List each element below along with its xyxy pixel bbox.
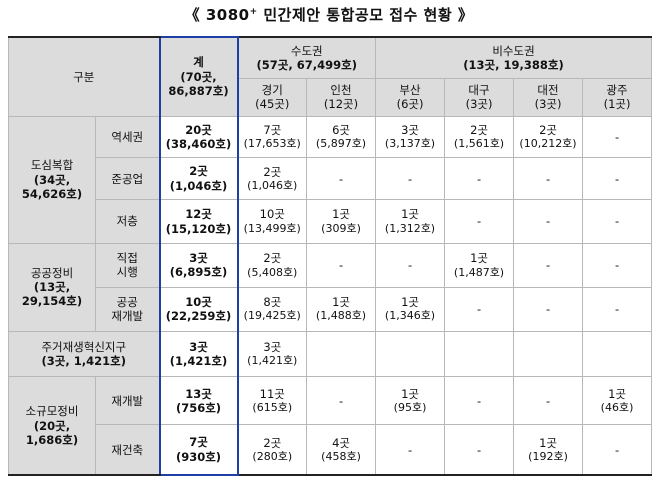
row-label: 재건축 — [94, 424, 161, 477]
table-cell: - — [513, 199, 584, 244]
table-cell: - — [582, 242, 653, 288]
header-region-daejeon: 대전 (3곳) — [513, 78, 584, 117]
row-total: 12곳 (15,120호) — [158, 199, 239, 244]
row-total: 3곳 (1,421호) — [158, 330, 239, 378]
table-row: 저층 12곳 (15,120호) 10곳 (13,499호) 1곳 (309호) 1곳… — [9, 199, 653, 244]
table-cell: 4곳 (458호) — [306, 424, 377, 477]
table-cell: 1곳 (1,312호) — [375, 199, 446, 244]
header-region-incheon: 인천 (12곳) — [306, 78, 377, 117]
row-label: 저층 — [94, 199, 161, 244]
table-cell: - — [513, 157, 584, 201]
row-label: 직접 시행 — [94, 242, 161, 288]
row-label: 재개발 — [94, 376, 161, 426]
table-cell — [375, 330, 446, 378]
table-cell: - — [582, 286, 653, 332]
table-cell: - — [444, 286, 515, 332]
table-cell: 1곳 (1,346호) — [375, 286, 446, 332]
table-cell: 1곳 (1,488호) — [306, 286, 377, 332]
group-residential: 주거재생혁신지구 (3곳, 1,421호) — [7, 330, 161, 378]
header-category: 구분 — [7, 35, 161, 117]
table-cell: 1곳 (309호) — [306, 199, 377, 244]
table-cell: 11곳 (615호) — [237, 376, 308, 426]
table-cell: 3곳 (3,137호) — [375, 115, 446, 159]
table-cell: 2곳 (1,561호) — [444, 115, 515, 159]
table-cell: - — [375, 157, 446, 201]
group-public: 공공정비 (13곳, 29,154호) — [8, 242, 96, 332]
header-region-daegu: 대구 (3곳) — [444, 78, 515, 117]
table-cell: 1곳 (1,487호) — [444, 242, 515, 288]
table-cell: 1곳 (46호) — [582, 376, 653, 426]
table-cell: - — [513, 242, 584, 288]
table-row: 공공정비 (13곳, 29,154호) 직접 시행 3곳 (6,895호) 2곳 (5… — [8, 242, 653, 332]
table-cell: - — [582, 199, 653, 244]
table-cell: 3곳 (1,421호) — [237, 330, 308, 378]
table-cell: 2곳 (5,408호) — [237, 242, 308, 288]
header-noncapital: 비수도권 (13곳, 19,388호) — [375, 36, 653, 80]
header-region-gwangju: 광주 (1곳) — [582, 78, 653, 117]
group-urban: 도심복합 (34곳, 54,626호) — [8, 115, 96, 244]
table-cell: 2곳 (280호) — [237, 424, 308, 477]
row-label: 공공 재개발 — [94, 286, 161, 332]
table-cell: - — [582, 115, 653, 159]
header-region-gyeonggi: 경기 (45곳) — [237, 78, 308, 117]
row-label: 역세권 — [94, 115, 161, 159]
table-cell: 8곳 (19,425호) — [237, 286, 308, 332]
row-total: 20곳 (38,460호) — [158, 115, 239, 159]
table-cell: - — [444, 376, 515, 426]
table-cell: 10곳 (13,499호) — [237, 199, 308, 244]
table-cell: - — [375, 242, 446, 288]
table-row: 공공 재개발 10곳 (22,259호) 8곳 (19,425호) 1곳 (1,488호… — [9, 286, 653, 332]
table-cell: - — [306, 157, 377, 201]
table-row: 재건축 7곳 (930호) 2곳 (280호) 4곳 (458호) - - 1곳 (19… — [9, 424, 653, 477]
table-cell: - — [444, 157, 515, 201]
table-cell: - — [306, 242, 377, 288]
table-cell — [513, 330, 584, 378]
group-small: 소규모정비 (20곳, 1,686호) — [8, 376, 96, 477]
row-label: 준공업 — [94, 157, 161, 201]
table-cell: - — [513, 376, 584, 426]
table-cell: 1곳 (192호) — [513, 424, 584, 477]
row-total: 10곳 (22,259호) — [158, 286, 239, 332]
table-cell: - — [306, 376, 377, 426]
table-cell: 7곳 (17,653호) — [237, 115, 308, 159]
table-cell — [582, 330, 653, 378]
table-cell: 6곳 (5,897호) — [306, 115, 377, 159]
table-cell: 2곳 (1,046호) — [237, 157, 308, 201]
table-row: 준공업 2곳 (1,046호) 2곳 (1,046호) - - - - - — [9, 157, 653, 201]
table-cell — [444, 330, 515, 378]
table-cell: - — [582, 157, 653, 201]
table-cell: - — [513, 286, 584, 332]
row-total: 3곳 (6,895호) — [158, 242, 239, 288]
header-total: 계 (70곳, 86,887호) — [158, 35, 239, 117]
table-row: 소규모정비 (20곳, 1,686호) 재개발 13곳 (756호) 11곳 (61… — [8, 376, 653, 477]
status-table: 구분 계 (70곳, 86,887호) 수도권 (57곳, 67,499호) 비… — [7, 35, 653, 477]
row-total: 7곳 (930호) — [158, 424, 239, 477]
table-row: 주거재생혁신지구 (3곳, 1,421호) 3곳 (1,421호) 3곳 (1,42… — [7, 330, 653, 378]
table-row: 도심복합 (34곳, 54,626호) 역세권 20곳 (38,460호) 7곳(… — [8, 115, 653, 244]
row-total: 13곳 (756호) — [158, 376, 239, 426]
table-cell: 2곳 (10,212호) — [513, 115, 584, 159]
page-title: 《 3080+ 민간제안 통합공모 접수 현황 》 — [184, 6, 474, 24]
header-region-busan: 부산 (6곳) — [375, 78, 446, 117]
table-cell: - — [375, 424, 446, 477]
table-cell: 1곳 (95호) — [375, 376, 446, 426]
table-cell: - — [444, 424, 515, 477]
table-cell: - — [582, 424, 653, 477]
row-total: 2곳 (1,046호) — [158, 157, 239, 201]
table-cell: - — [444, 199, 515, 244]
table-cell — [306, 330, 377, 378]
header-capital: 수도권 (57곳, 67,499호) — [237, 36, 377, 80]
